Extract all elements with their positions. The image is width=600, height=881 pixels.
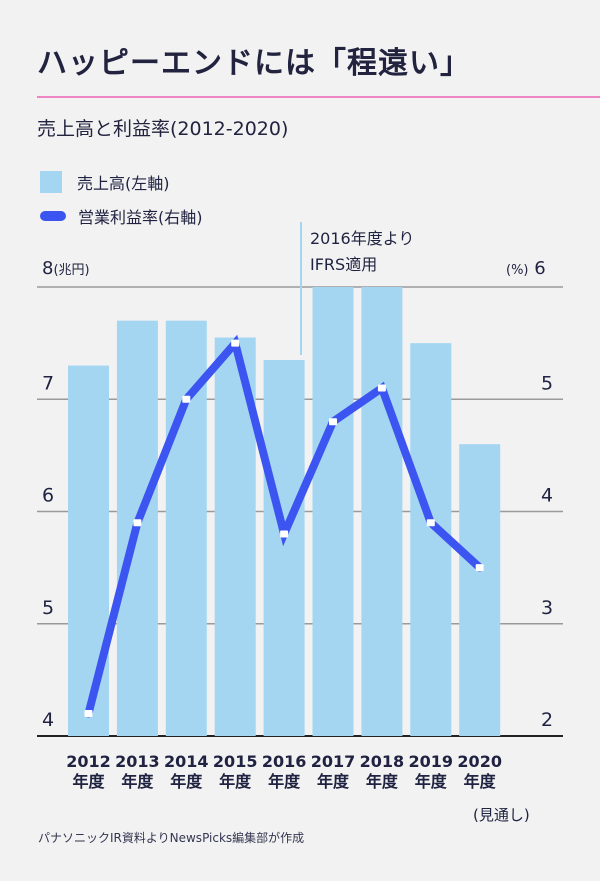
x-axis-label: 2018 年度: [359, 752, 405, 791]
sales-bar: [68, 365, 109, 736]
x-axis-label: 2019 年度: [408, 752, 454, 791]
margin-point: [475, 564, 484, 572]
left-tick-label: 5: [42, 597, 54, 619]
title-divider: [37, 96, 600, 98]
source-note: パナソニックIR資料よりNewsPicks編集部が作成: [38, 831, 305, 845]
left-axis-top-label: 8(兆円): [42, 258, 90, 279]
forecast-note: (見通し): [473, 806, 530, 824]
left-tick-label: 4: [42, 709, 54, 731]
sales-bar: [263, 359, 305, 736]
annotation-line-1: 2016年度より: [310, 229, 415, 248]
right-tick-label: 3: [541, 597, 553, 619]
bar-swatch-icon: [40, 171, 62, 193]
x-axis-label: 2012 年度: [66, 752, 111, 791]
legend-label-margin: 営業利益率(右軸): [78, 208, 203, 227]
margin-point: [426, 519, 435, 527]
chart-subtitle: 売上高と利益率(2012-2020): [37, 118, 289, 140]
right-axis-unit: (%): [506, 263, 529, 278]
sales-bar: [165, 320, 207, 736]
x-axis-label: 2020 年度: [457, 752, 502, 791]
margin-point: [231, 339, 240, 347]
legend-label-sales: 売上高(左軸): [77, 174, 170, 193]
left-tick-label: 7: [42, 372, 54, 394]
margin-point: [329, 418, 337, 426]
left-axis-top-value: 8: [42, 258, 54, 279]
sales-bar: [459, 444, 501, 736]
x-axis-label: 2013 年度: [115, 752, 160, 791]
x-axis-label: 2014 年度: [164, 752, 209, 791]
margin-point: [84, 710, 93, 718]
margin-point: [182, 395, 191, 403]
legend-item-sales: 売上高(左軸): [40, 170, 170, 194]
sales-bar: [312, 287, 354, 736]
right-axis-top-value: 6: [534, 258, 546, 279]
axis-tick-labels: 4 5 6 7 2 3 4 5: [42, 372, 553, 731]
chart-title: ハッピーエンドには「程遠い」: [37, 46, 471, 81]
right-tick-label: 4: [541, 485, 553, 507]
right-axis-top-label: (%) 6: [506, 258, 546, 279]
left-axis-unit: (兆円): [53, 263, 90, 278]
left-tick-label: 6: [42, 485, 54, 507]
annotation-line-2: IFRS適用: [310, 255, 378, 274]
ifrs-annotation: 2016年度より IFRS適用: [310, 226, 414, 278]
legend-item-margin: 営業利益率(右軸): [40, 204, 203, 228]
margin-point: [377, 384, 386, 392]
margin-point: [133, 519, 142, 527]
x-axis-label: 2015 年度: [212, 752, 258, 791]
sales-bar: [361, 287, 403, 736]
line-swatch-icon: [40, 211, 66, 221]
x-axis-label: 2016 年度: [261, 752, 307, 791]
margin-point: [280, 530, 289, 538]
margin-line: [84, 334, 484, 718]
x-axis-label: 2017 年度: [310, 752, 356, 791]
right-tick-label: 2: [541, 709, 553, 731]
sales-bars: [68, 287, 501, 736]
right-tick-label: 5: [541, 372, 553, 394]
